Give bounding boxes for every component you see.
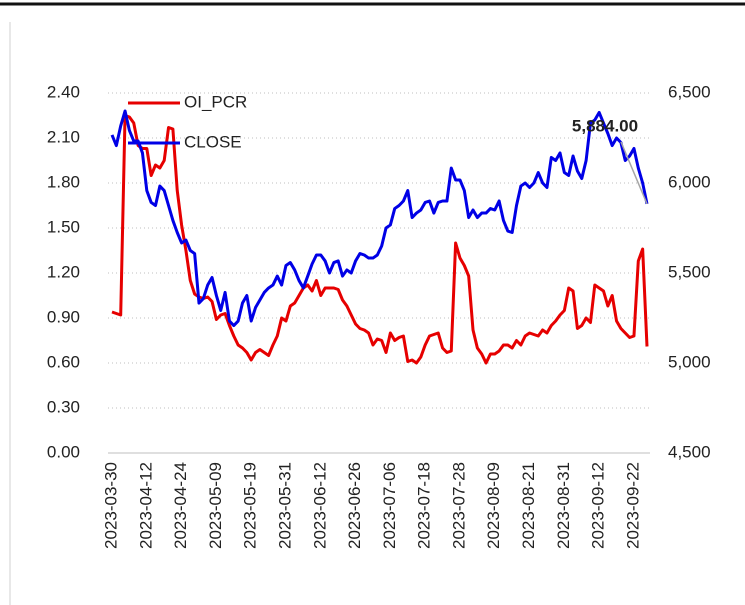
x-tick-label: 2023-08-21 bbox=[519, 462, 538, 549]
x-tick-label: 2023-05-19 bbox=[241, 462, 260, 549]
x-tick-label: 2023-05-31 bbox=[275, 462, 294, 549]
y2-tick-label: 5,500 bbox=[668, 262, 711, 281]
y2-tick-label: 6,000 bbox=[668, 172, 711, 191]
x-tick-label: 2023-04-12 bbox=[136, 462, 155, 549]
x-tick-label: 2023-04-24 bbox=[171, 462, 190, 549]
x-tick-label: 2023-09-12 bbox=[589, 462, 608, 549]
x-tick-label: 2023-07-18 bbox=[415, 462, 434, 549]
x-tick-label: 2023-07-06 bbox=[380, 462, 399, 549]
x-tick-label: 2023-08-31 bbox=[554, 462, 573, 549]
x-tick-label: 2023-05-09 bbox=[206, 462, 225, 549]
series-line bbox=[111, 114, 649, 365]
legend-label: CLOSE bbox=[184, 132, 242, 151]
series-line bbox=[110, 109, 649, 328]
y2-tick-label: 4,500 bbox=[668, 442, 711, 461]
y-tick-label: 2.10 bbox=[47, 127, 80, 146]
x-tick-label: 2023-09-22 bbox=[623, 462, 642, 549]
y-tick-label: 0.90 bbox=[47, 307, 80, 326]
x-tick-label: 2023-08-09 bbox=[484, 462, 503, 549]
x-tick-label: 2023-06-12 bbox=[310, 462, 329, 549]
y-tick-label: 1.20 bbox=[47, 262, 80, 281]
y2-tick-label: 5,000 bbox=[668, 352, 711, 371]
label-leader bbox=[620, 141, 648, 205]
data-label: 5,884.00 bbox=[572, 116, 638, 135]
y2-tick-label: 6,500 bbox=[668, 82, 711, 101]
legend-label: OI_PCR bbox=[184, 92, 247, 111]
y-tick-label: 0.30 bbox=[47, 397, 80, 416]
x-tick-label: 2023-06-26 bbox=[345, 462, 364, 549]
y-tick-label: 0.60 bbox=[47, 352, 80, 371]
x-tick-label: 2023-07-28 bbox=[449, 462, 468, 549]
y-tick-label: 1.80 bbox=[47, 172, 80, 191]
y-tick-label: 1.50 bbox=[47, 217, 80, 236]
x-tick-label: 2023-03-30 bbox=[101, 462, 120, 549]
y-tick-label: 2.40 bbox=[47, 82, 80, 101]
y-tick-label: 0.00 bbox=[47, 442, 80, 461]
